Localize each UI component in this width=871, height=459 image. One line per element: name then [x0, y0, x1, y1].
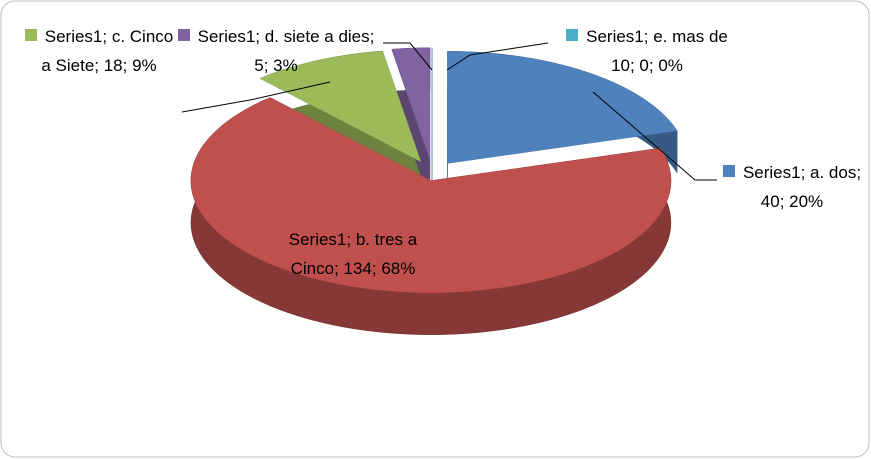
label-text: Series1; b. tres a Cinco; 134; 68% — [288, 230, 418, 278]
pie-slice — [190, 97, 672, 293]
data-label: Series1; c. Cinco a Siete; 18; 9% — [24, 22, 174, 80]
legend-key — [566, 29, 579, 41]
label-text: Series1; d. siete a dies; 5; 3% — [197, 27, 375, 75]
data-label: Series1; a. dos; 40; 20% — [722, 158, 862, 216]
legend-key — [722, 165, 735, 177]
pie — [190, 47, 678, 335]
label-text: Series1; e. mas de 10; 0; 0% — [586, 27, 728, 75]
pie-slice — [259, 50, 422, 163]
data-label: Series1; e. mas de 10; 0; 0% — [552, 22, 742, 80]
leader-lines — [181, 42, 717, 181]
leader-line — [446, 42, 549, 71]
legend-key — [177, 29, 190, 41]
leader-line — [592, 91, 717, 181]
legend-key — [24, 29, 37, 41]
data-label: Series1; d. siete a dies; 5; 3% — [176, 22, 376, 80]
leader-line — [383, 42, 433, 71]
pie-tops — [190, 47, 678, 293]
pie-slice — [391, 47, 431, 160]
label-text: Series1; a. dos; 40; 20% — [742, 163, 862, 211]
pie-slice — [447, 51, 678, 164]
leader-line — [181, 81, 331, 113]
data-label: Series1; b. tres a Cinco; 134; 68% — [268, 225, 438, 283]
label-text: Series1; c. Cinco a Siete; 18; 9% — [41, 27, 174, 75]
